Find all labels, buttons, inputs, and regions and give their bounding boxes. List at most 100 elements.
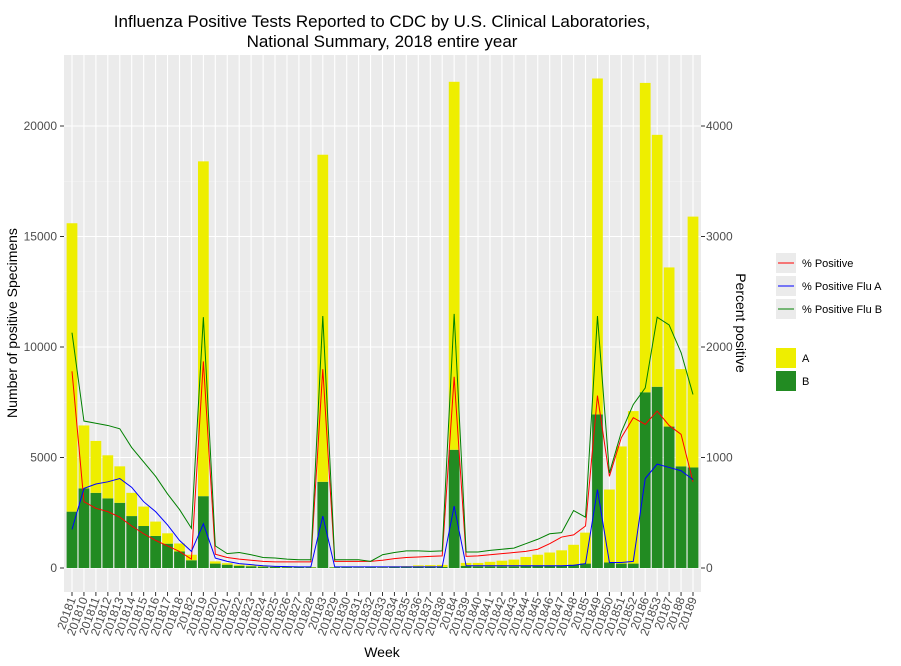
lines-group [71,313,694,568]
bar-b [532,565,544,568]
legend-label: B [802,376,809,388]
bar-a [520,556,532,566]
bar-b [472,566,484,568]
bar-a [651,134,663,387]
legend-key-fill [776,348,796,368]
y-tick-label: 15000 [24,230,58,244]
bar-b [448,449,460,568]
bar-a [615,446,627,564]
bar-b [209,563,221,568]
legend-label: % Positive [802,258,853,270]
bar-a [162,533,173,544]
bar-a [663,267,675,427]
bar-b [412,566,424,568]
legend: % Positive % Positive Flu A % Positive Flu… [776,253,882,391]
bar-a [412,565,424,567]
legend-label: A [802,353,810,365]
bar-b [341,567,353,568]
bar-b [78,488,90,568]
y-axis-title: Number of positive Specimens [4,228,20,418]
bar-b [401,567,412,568]
bar-b [365,567,376,568]
bar-a [484,561,496,567]
bar-a [508,559,520,567]
bar-b [687,467,699,568]
bar-a [639,82,651,393]
bar-b [90,492,102,568]
bar-a [221,563,233,565]
y-right-tick-label: 2000 [706,340,733,354]
y-right-tick-label: 0 [706,561,713,575]
bar-b [556,565,568,568]
y-right-tick-label: 4000 [706,119,733,133]
bar-a [424,565,436,567]
bar-b [663,426,675,568]
bar-b [329,567,341,568]
bar-b [615,563,627,568]
bar-a [102,455,114,499]
bar-a [544,552,556,566]
bar-b [186,560,197,568]
y-right-tick-label: 3000 [706,230,733,244]
bar-a [448,81,460,450]
y-right-tick-label: 1000 [706,451,733,465]
bar-b [174,551,185,568]
bar-b [257,566,269,568]
bar-a [627,411,639,564]
bar-b [66,511,78,568]
bar-b [305,567,317,568]
y-tick-label: 10000 [24,340,58,354]
y-tick-label: 5000 [30,451,57,465]
bar-b [436,566,448,568]
bar-b [221,564,233,568]
bar-b [484,566,496,568]
bar-b [150,535,161,568]
bar-a [604,489,615,563]
bar-b [675,466,687,568]
bar-a [496,560,508,567]
bar-b [520,565,532,568]
bar-a [592,78,603,415]
axes-group: 0500010000150002000001000200030004000201… [24,119,733,638]
bar-a [472,562,484,567]
line-series [71,313,694,562]
legend-label: % Positive Flu B [802,304,882,316]
bar-a [126,492,138,517]
x-axis-title: Week [364,644,401,660]
y-axis-right-title: Percent positive [733,273,749,373]
bar-b [627,563,639,568]
line-series [71,463,694,568]
bar-a [114,466,126,503]
bar-a [150,521,161,536]
bar-a [687,216,699,468]
bars-group [66,78,699,568]
bar-b [496,566,508,568]
y-tick-label: 20000 [24,119,58,133]
line-series [71,361,694,563]
bar-b [424,566,436,568]
bar-b [269,566,281,568]
bar-b [245,566,257,568]
bar-b [102,498,114,568]
bar-a [257,566,269,567]
bar-b [162,543,173,568]
y-tick-label: 0 [50,561,57,575]
bar-b [389,567,400,568]
bar-b [233,565,245,568]
bar-b [460,565,472,568]
bar-b [544,565,556,568]
bar-b [317,481,329,568]
chart-title-line-1: Influenza Positive Tests Reported to CDC… [114,12,650,31]
legend-label: % Positive Flu A [802,281,882,293]
bar-a [90,440,102,493]
bar-a [532,554,544,566]
bar-a [78,425,90,489]
bar-a [675,369,687,467]
bar-b [114,502,126,568]
bar-b [197,496,209,568]
bar-a [197,161,209,497]
bar-b [604,562,615,568]
bar-b [568,564,579,568]
bar-a [580,532,591,564]
bar-a [245,565,257,567]
